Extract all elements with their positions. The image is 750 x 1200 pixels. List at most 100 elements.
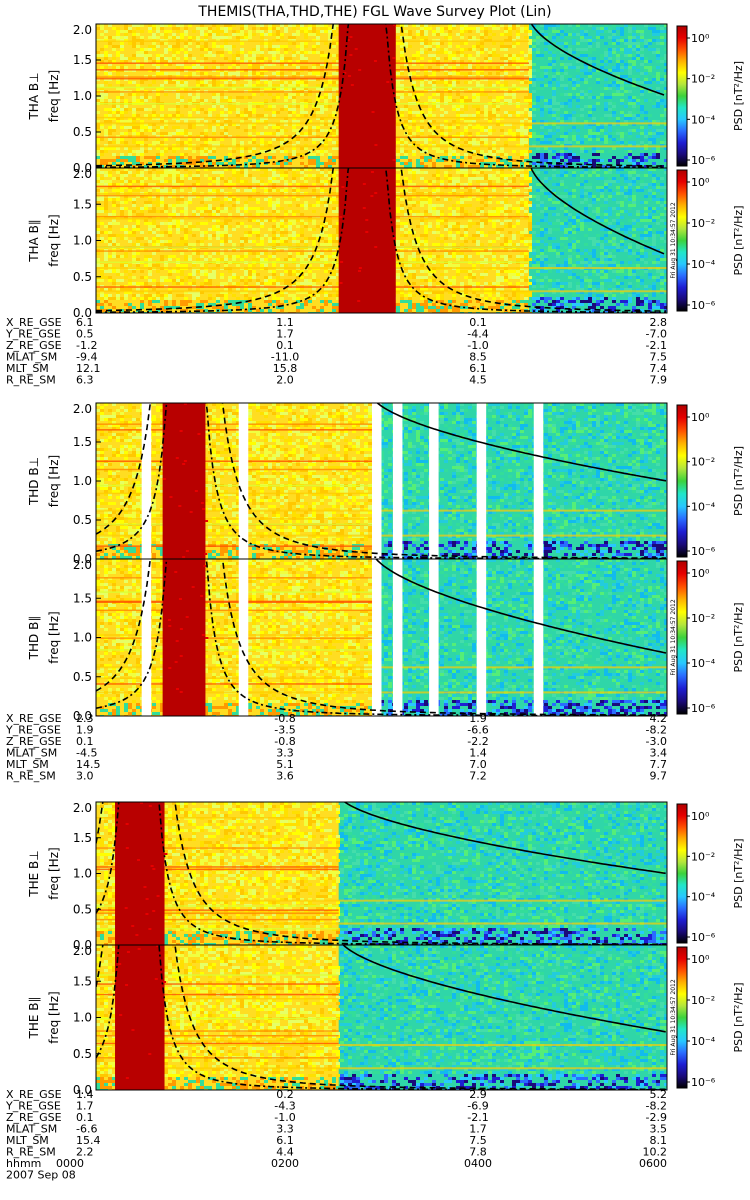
colorbar-tick-label: 10⁰ — [691, 32, 710, 45]
ephemeris-table: X_RE_GSE 2.3 -0.8 1.9 4.2 Y_RE_GSE 1.9 -3.5 -6.6… — [5, 712, 667, 783]
spectrogram-panel: 0.0 0.5 1.0 1.5 2.0 THA B∥ freq [Hz] 10⁰ 10⁻² 10⁻… — [27, 167, 745, 320]
data-gap — [533, 403, 544, 559]
saturated-interval — [115, 802, 165, 945]
colorbar — [676, 169, 688, 312]
time-tick-label: 0400 — [464, 1157, 492, 1170]
data-gap — [141, 559, 152, 716]
frequency-curve — [96, 168, 666, 312]
ephem-value: -0.8 — [274, 712, 295, 725]
frequency-curve — [96, 559, 666, 716]
ephem-value: -2.9 — [646, 1111, 667, 1124]
data-gap — [476, 559, 487, 716]
panel-label: THD B⊥ — [27, 457, 41, 506]
ephem-row-name: X_RE_GSE — [6, 1088, 62, 1101]
ephem-row-name: R_RE_SM — [6, 374, 56, 387]
ephem-value: 6.1 — [276, 1134, 294, 1147]
data-gap — [392, 559, 403, 716]
colorbar-tick-label: 10⁻⁴ — [691, 500, 716, 513]
colorbar-tick-label: 10⁻⁴ — [691, 1035, 716, 1048]
ephem-row-name: MLT_SM — [6, 758, 49, 771]
frequency-curve — [96, 945, 666, 1090]
spectrogram-panel: 0.0 0.5 1.0 1.5 2.0 THE B∥ freq [Hz] 10⁰ 10⁻² 10⁻… — [27, 944, 745, 1097]
ephem-value: -9.4 — [76, 351, 97, 364]
timestamp: Fri Aug 31 10:34:57 2012 — [670, 599, 677, 676]
ephem-value: 4.2 — [650, 712, 668, 725]
colorbar-tick-label: 10⁻⁶ — [691, 1076, 716, 1089]
freq-tick-label: 1.0 — [73, 234, 92, 248]
ephem-row-name: Y_RE_GSE — [5, 1100, 61, 1113]
solid-frequency-curve — [375, 559, 667, 654]
colorbar — [676, 560, 688, 715]
colorbar-tick-label: 10⁻⁴ — [691, 657, 716, 670]
ephem-value: 8.5 — [469, 351, 487, 364]
ephem-value: 0.1 — [76, 735, 94, 748]
data-gap — [476, 403, 487, 559]
freq-tick-label: 0.5 — [73, 270, 92, 284]
ephem-value: -2.1 — [467, 1111, 488, 1124]
ephem-value: 2.0 — [276, 374, 294, 387]
freq-tick-label: 1.5 — [73, 53, 92, 67]
colorbar-tick-label: 10⁰ — [691, 953, 710, 966]
time-tick-label: 0000 — [56, 1157, 84, 1170]
ephem-row-name: R_RE_SM — [6, 1146, 56, 1159]
ephem-value: 10.2 — [643, 1146, 668, 1159]
freq-tick-label: 2.0 — [73, 167, 92, 181]
freq-axis-label: freq [Hz] — [47, 455, 61, 507]
chart-title: THEMIS(THA,THD,THE) FGL Wave Survey Plot… — [197, 4, 551, 20]
freq-tick-label: 2.0 — [73, 23, 92, 37]
data-gap — [238, 559, 249, 716]
freq-tick-label: 1.0 — [73, 1011, 92, 1025]
ephem-value: -2.2 — [467, 735, 488, 748]
ephem-row-name: MLAT_SM — [6, 351, 57, 364]
date-label: 2007 Sep 08 — [6, 1169, 76, 1182]
frequency-curve — [96, 168, 666, 313]
ephem-value: 12.1 — [76, 362, 101, 375]
freq-tick-label: 0.0 — [73, 938, 92, 952]
ephem-value: -8.2 — [646, 724, 667, 737]
freq-tick-label: 2.0 — [73, 801, 92, 815]
ephem-value: -4.5 — [76, 747, 97, 760]
colorbar — [676, 25, 688, 167]
ephem-row-name: Z_RE_GSE — [6, 735, 62, 748]
ephem-row-name: MLT_SM — [6, 1134, 49, 1147]
ephem-value: 8.1 — [650, 1134, 668, 1147]
ephem-value: 6.1 — [76, 316, 94, 329]
colorbar-tick-label: 10⁰ — [691, 810, 710, 823]
ephem-value: 14.5 — [76, 758, 101, 771]
ephem-value: 1.7 — [276, 328, 294, 341]
freq-tick-label: 0.5 — [73, 670, 92, 684]
panel-label: THD B∥ — [27, 616, 41, 661]
colorbar-tick-label: 10⁻² — [691, 612, 715, 625]
saturated-interval — [162, 403, 206, 559]
colorbar-tick-label: 10⁻² — [691, 456, 715, 469]
time-axis-name: hhmm — [6, 1157, 41, 1170]
colorbar-tick-label: 10⁰ — [691, 176, 710, 189]
frequency-curve — [96, 559, 666, 716]
ephem-value: 3.6 — [276, 770, 294, 783]
freq-tick-label: 0.5 — [73, 1047, 92, 1061]
ephem-value: -3.0 — [646, 735, 667, 748]
ephem-value: 0.5 — [76, 328, 94, 341]
ephem-row-name: X_RE_GSE — [6, 316, 62, 329]
saturated-interval — [338, 24, 396, 168]
data-gap — [371, 559, 382, 716]
saturated-interval — [115, 945, 165, 1090]
ephem-value: 0.1 — [276, 339, 294, 352]
freq-axis-label: freq [Hz] — [47, 847, 61, 899]
ephem-row-name: X_RE_GSE — [6, 712, 62, 725]
timestamp: Fri Aug 31 10:34:57 2012 — [670, 202, 677, 279]
data-gap — [533, 559, 544, 716]
ephem-value: 2.8 — [650, 316, 668, 329]
frequency-curve — [96, 24, 666, 167]
colorbar-tick-label: 10⁻² — [691, 217, 715, 230]
data-gap — [429, 559, 439, 716]
ephem-row-name: R_RE_SM — [6, 770, 56, 783]
freq-tick-label: 0.0 — [73, 709, 92, 723]
timestamp: Fri Aug 31 10:34:57 2012 — [670, 979, 677, 1056]
freq-tick-label: 0.0 — [73, 1083, 92, 1097]
ephem-value: -0.8 — [274, 735, 295, 748]
freq-axis-label: freq [Hz] — [47, 611, 61, 663]
saturated-interval — [162, 559, 206, 716]
ephem-value: 3.4 — [650, 747, 668, 760]
ephem-value: 2.9 — [469, 1088, 487, 1101]
